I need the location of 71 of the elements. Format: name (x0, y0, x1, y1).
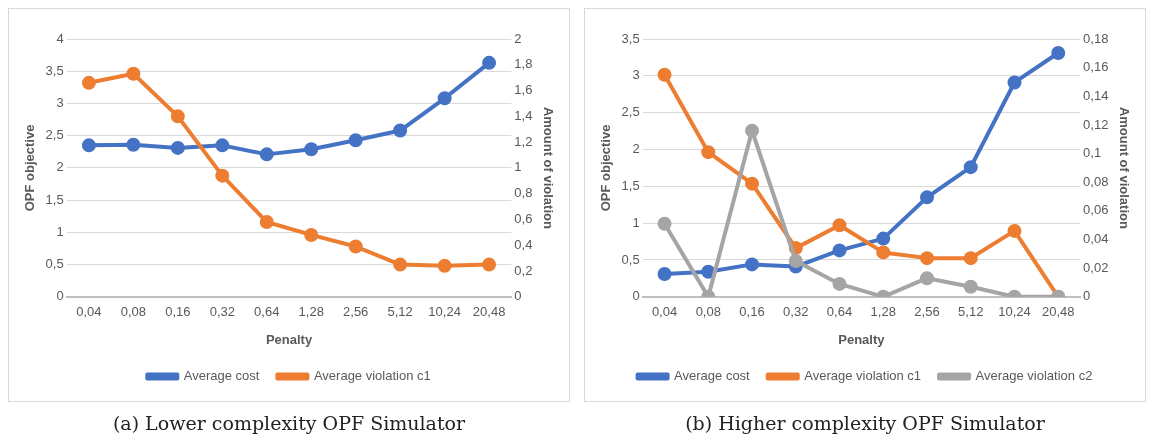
y2-tick-label: 0,6 (514, 211, 533, 227)
x-tick-label: 0,32 (783, 304, 809, 320)
y2-tick-label: 0,14 (1083, 87, 1109, 103)
y2-tick-label: 0,08 (1083, 173, 1109, 189)
y-tick-label: 2 (56, 159, 64, 175)
legend-label: Average violation c1 (313, 368, 431, 384)
y2-tick-label: 0,4 (514, 236, 533, 252)
y2-tick-label: 0,8 (514, 185, 533, 201)
x-tick-label: 10,24 (428, 304, 461, 320)
x-axis-title: Penalty (838, 331, 886, 347)
y-tick-label: 0 (632, 288, 640, 304)
x-tick-label: 1,28 (298, 304, 324, 320)
y2-tick-label: 0,18 (1083, 30, 1109, 46)
y-tick-label: 3,5 (621, 30, 640, 46)
y-tick-label: 2,5 (621, 104, 640, 120)
x-tick-label: 2,56 (343, 304, 369, 320)
y2-tick-label: 0,2 (514, 262, 533, 278)
y2-tick-label: 1 (514, 159, 522, 175)
x-tick-label: 1,28 (870, 304, 896, 320)
y2-tick-label: 0 (1083, 288, 1091, 304)
x-tick-label: 0,16 (739, 304, 765, 320)
y2-tick-label: 1,6 (514, 82, 533, 98)
y2-tick-label: 0,1 (1083, 145, 1102, 161)
y-tick-label: 3 (56, 95, 64, 111)
y-tick-label: 4 (56, 30, 64, 46)
y2-axis-title: Amount of violation (540, 106, 556, 229)
y-tick-label: 3,5 (45, 62, 64, 78)
x-tick-label: 0,08 (120, 304, 147, 320)
y2-tick-label: 0,02 (1083, 259, 1109, 275)
y2-tick-label: 1,2 (514, 133, 533, 149)
y-tick-label: 3 (632, 67, 640, 83)
x-tick-label: 0,08 (695, 304, 721, 320)
legend-label: Average violation c1 (804, 368, 922, 384)
text: (a) Lower complexity OPF Simulator (112, 412, 466, 434)
y2-tick-label: 1,8 (514, 56, 533, 72)
y-axis-title: OPF objective (22, 124, 38, 212)
x-tick-label: 0,64 (826, 304, 853, 320)
y-tick-label: 1,5 (45, 191, 64, 207)
y2-tick-label: 0,12 (1083, 116, 1109, 132)
y-tick-label: 0,5 (45, 256, 64, 272)
y-tick-label: 1 (632, 214, 640, 230)
y2-tick-label: 0,06 (1083, 202, 1109, 218)
x-tick-label: 0,32 (209, 304, 235, 320)
x-tick-label: 0,04 (76, 304, 102, 320)
x-tick-label: 2,56 (914, 304, 940, 320)
x-tick-label: 20,48 (1041, 304, 1075, 320)
y-tick-label: 0 (56, 288, 64, 304)
x-tick-label: 0,16 (165, 304, 191, 320)
y2-tick-label: 2 (514, 30, 522, 46)
legend-label: Average violation c2 (975, 368, 1093, 384)
x-tick-label: 5,12 (958, 304, 984, 320)
y2-axis-title: Amount of violation (1116, 106, 1132, 229)
y-tick-label: 1,5 (621, 177, 640, 193)
y-tick-label: 2,5 (45, 127, 64, 143)
x-axis-title: Penalty (265, 331, 313, 347)
y2-tick-label: 0,04 (1083, 231, 1109, 247)
y2-tick-label: 0,16 (1083, 59, 1109, 75)
y2-tick-label: 0 (514, 288, 522, 304)
legend-label: Average cost (183, 368, 260, 384)
x-tick-label: 20,48 (472, 304, 506, 320)
y2-tick-label: 1,4 (514, 107, 533, 123)
text: (b) Higher complexity OPF Simulator (685, 412, 1045, 434)
y-tick-label: 2 (632, 141, 640, 157)
x-tick-label: 0,04 (651, 304, 678, 320)
y-tick-label: 1 (56, 223, 64, 239)
legend-label: Average cost (674, 368, 751, 384)
y-axis-title: OPF objective (598, 124, 614, 212)
x-tick-label: 5,12 (387, 304, 413, 320)
x-tick-label: 10,24 (998, 304, 1031, 320)
x-tick-label: 0,64 (254, 304, 280, 320)
y-tick-label: 0,5 (621, 251, 640, 267)
